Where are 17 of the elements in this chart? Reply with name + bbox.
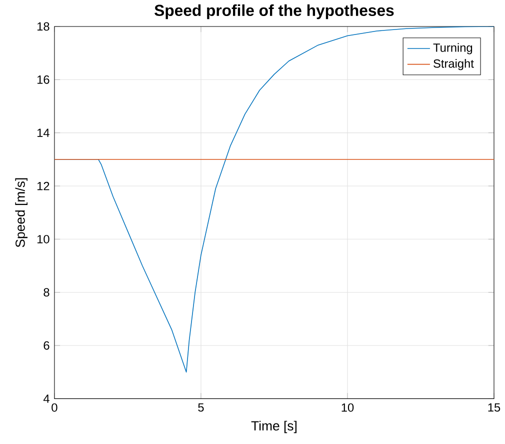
x-axis-title: Time [s] [251, 420, 296, 434]
y-tick-label: 14 [37, 128, 50, 137]
x-tick-label: 5 [198, 403, 204, 412]
y-tick-label: 8 [44, 288, 50, 296]
x-tick-label: 0 [52, 403, 58, 412]
y-tick-label: 6 [44, 341, 50, 350]
chart-title: Speed profile of the hypotheses [154, 4, 394, 20]
legend-label: Turning [433, 43, 472, 54]
y-tick-label: 4 [43, 394, 50, 403]
x-tick-label: 15 [488, 403, 500, 412]
y-tick-label: 12 [37, 182, 50, 190]
legend-label: Straight [434, 58, 474, 70]
y-tick-label: 16 [37, 75, 50, 84]
y-axis-title: Speed [m/s] [15, 178, 28, 248]
y-tick-label: 18 [37, 22, 50, 31]
y-tick-label: 10 [37, 234, 50, 244]
x-tick-label: 10 [342, 403, 354, 412]
